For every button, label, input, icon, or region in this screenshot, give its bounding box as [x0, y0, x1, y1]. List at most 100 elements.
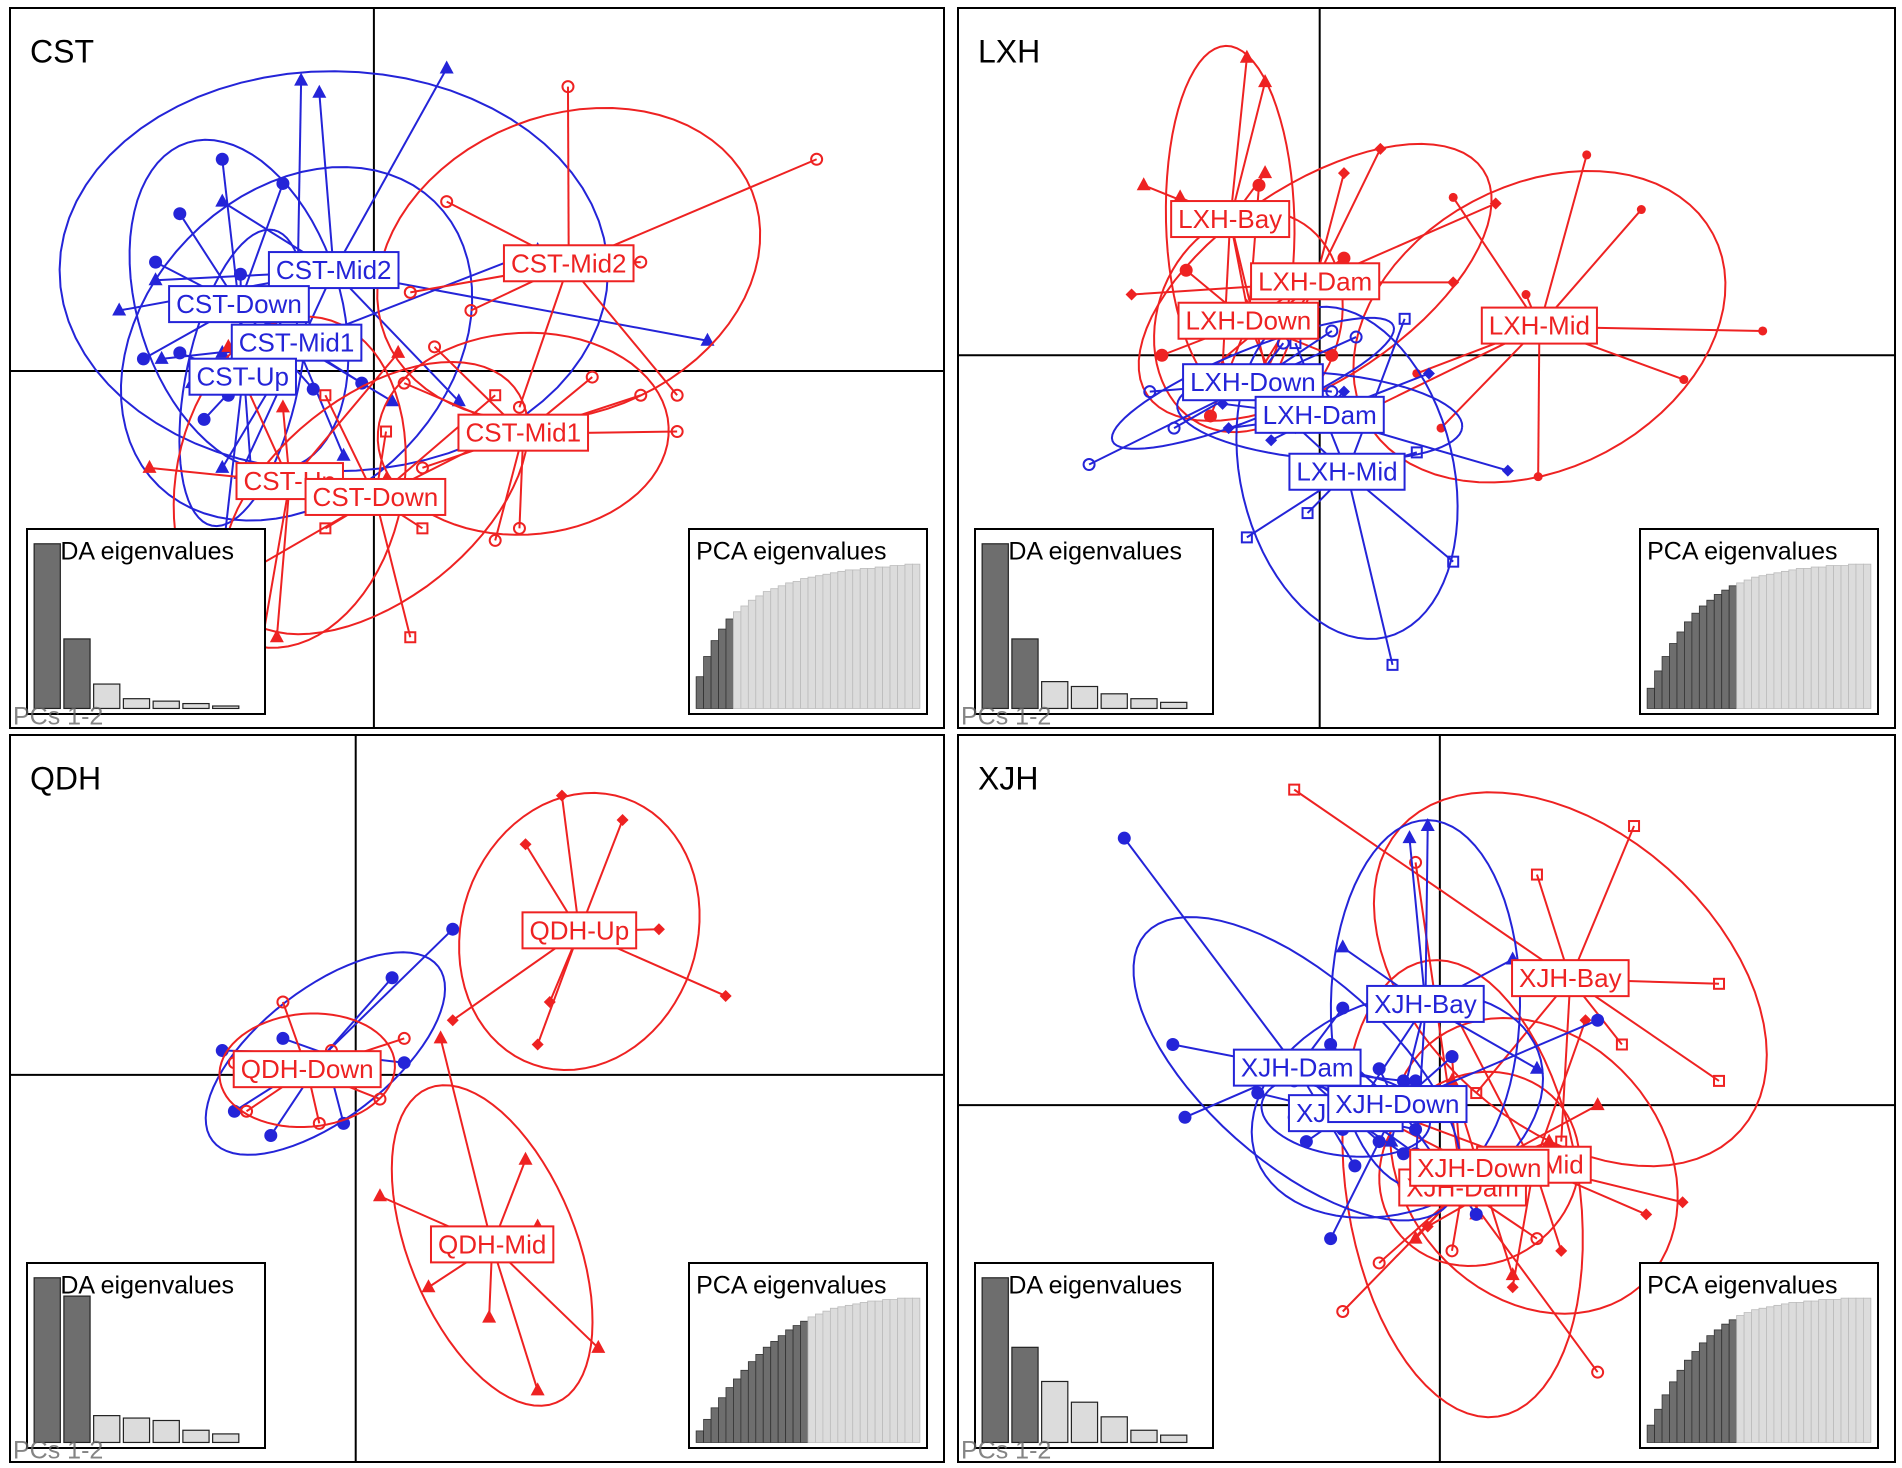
pca-title: PCA eigenvalues [1647, 538, 1837, 566]
da-bar [33, 1277, 61, 1444]
footer: PCs 1-2 [961, 703, 1051, 731]
pca-bar [1661, 656, 1670, 709]
group-label-text: LXH-Mid [1296, 457, 1397, 487]
point [1136, 177, 1151, 191]
da-bar [1011, 638, 1039, 710]
panel: XJH-MidXJH-DamXJH-DownXJH-BayXJH-MidXJH-… [957, 734, 1896, 1465]
group-label-text: XJH-Bay [1374, 989, 1477, 1019]
pca-bar [770, 1341, 779, 1443]
pca-bar [1788, 1302, 1797, 1443]
pca-bar [807, 576, 816, 709]
group-label: CST-Down [304, 477, 447, 516]
da-bar [182, 1429, 210, 1444]
point [1117, 831, 1131, 845]
group-label-text: LXH-Down [1186, 306, 1312, 336]
da-bar [33, 543, 61, 710]
point [1337, 251, 1351, 265]
da-bar [1130, 1429, 1158, 1444]
pca-bar [785, 582, 794, 709]
star-line [1346, 472, 1394, 666]
point [385, 971, 399, 985]
point [1636, 205, 1646, 215]
group-label-text: CST-Down [176, 289, 302, 319]
point [519, 838, 532, 851]
pca-bar [792, 581, 801, 709]
pca-bar [703, 656, 712, 709]
pca-bar [1736, 582, 1745, 709]
point [1374, 142, 1387, 155]
pca-bar [912, 563, 921, 709]
pca-bar [1758, 1307, 1767, 1443]
point [173, 346, 187, 360]
star-line [536, 931, 581, 1045]
group-label: LXH-Down [1182, 363, 1324, 402]
pca-bar [1788, 569, 1797, 709]
point [700, 332, 715, 346]
pca-bar [733, 611, 742, 709]
pca-bar [829, 1307, 839, 1443]
point [1167, 421, 1181, 435]
star-line [1424, 826, 1429, 1006]
pca-bar [904, 563, 913, 709]
pca-bar [1795, 568, 1805, 709]
point [1448, 192, 1458, 202]
point [397, 376, 411, 390]
star-line [1123, 837, 1299, 1070]
ellipse [376, 106, 762, 422]
panel: QDH-Down QDH-Up QDH-Mid QDH DA eigenvalues PC… [9, 734, 945, 1465]
point [336, 447, 351, 461]
group-label-box [267, 251, 400, 290]
da-bar [93, 1415, 121, 1444]
pca-bar [1833, 1299, 1842, 1443]
point [173, 207, 187, 221]
star-line [1221, 220, 1232, 368]
point [1582, 150, 1592, 160]
group-label-box [1480, 306, 1598, 345]
star-line [1293, 788, 1571, 981]
pca-bar [882, 1299, 891, 1443]
pca-bar [822, 573, 831, 709]
point [1240, 531, 1253, 544]
point [439, 60, 454, 74]
point [489, 389, 502, 402]
da-bar [1130, 698, 1158, 710]
pca-bar [1698, 605, 1708, 709]
point [1324, 1232, 1338, 1246]
point [1384, 1133, 1399, 1147]
pca-bar [1721, 1323, 1730, 1443]
pca-bar [747, 1361, 757, 1443]
point [269, 629, 284, 643]
da-title: DA eigenvalues [60, 538, 234, 566]
point [1420, 818, 1435, 832]
star-line [1537, 326, 1541, 477]
star-line [275, 482, 291, 638]
group-label-box [1232, 1048, 1362, 1087]
group-label-box [1254, 395, 1385, 434]
star-line [1229, 81, 1267, 221]
group-label: XJH-Bay [1366, 984, 1485, 1023]
point [397, 1056, 411, 1070]
point [488, 533, 502, 547]
da-bar [1070, 685, 1099, 710]
point [1506, 1281, 1519, 1294]
pca-bar [904, 1297, 913, 1443]
point [482, 1309, 497, 1323]
star-line [518, 264, 570, 408]
point [1402, 830, 1417, 844]
group-label-box [502, 244, 635, 283]
pca-bar [1758, 575, 1767, 709]
pca-bar [852, 569, 861, 709]
da-bar [1041, 681, 1069, 710]
pca-bar [1825, 565, 1834, 709]
pca-title: PCA eigenvalues [696, 538, 886, 566]
pca-bar [1676, 631, 1685, 709]
point [391, 344, 406, 358]
pca-bar [1803, 1300, 1812, 1443]
point [142, 459, 157, 473]
point [154, 350, 169, 364]
group-label: LXH-Mid [1480, 306, 1598, 345]
point [446, 1014, 459, 1027]
ellipse [1132, 916, 1462, 1222]
pca-bar [755, 595, 764, 709]
point [634, 255, 648, 269]
